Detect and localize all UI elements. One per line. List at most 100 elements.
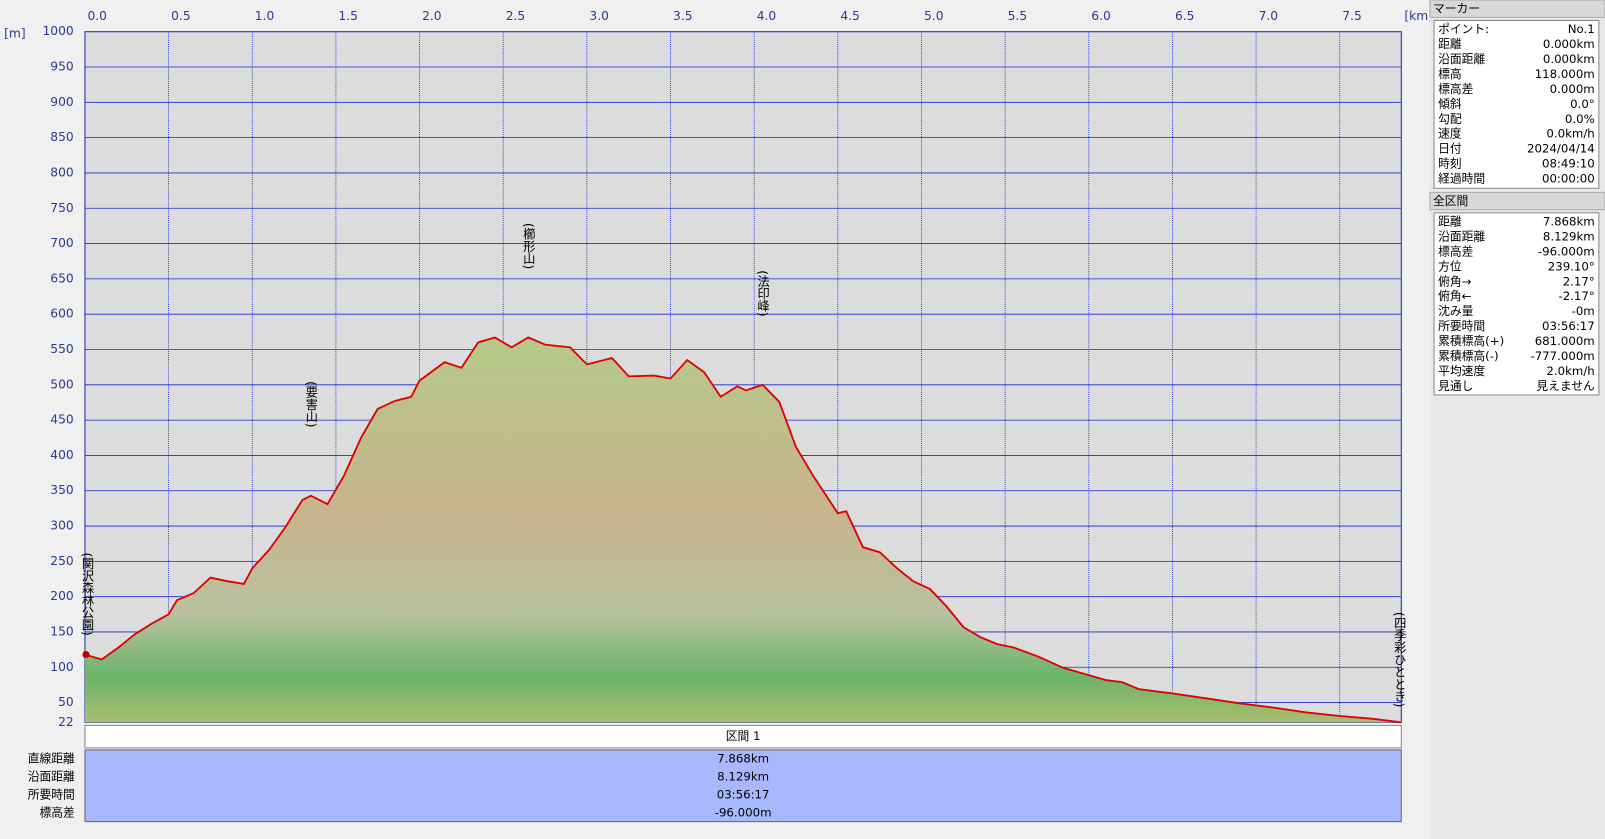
panel-label: 標高差 [1438, 82, 1474, 96]
panel-value: 00:00:00 [1542, 172, 1595, 186]
elevation-line [84, 336, 1402, 724]
x-tick-label: 0.5 [171, 9, 191, 23]
summary-body [84, 749, 1402, 823]
panel-value: No.1 [1568, 22, 1595, 36]
panel-label: 日付 [1438, 142, 1462, 156]
panel-value: -0m [1572, 304, 1595, 318]
y-tick-label: 1000 [42, 24, 73, 38]
panel-value: 0.000km [1543, 52, 1595, 66]
y-tick-label: 950 [50, 60, 73, 74]
panel-label: 俯角← [1438, 289, 1472, 303]
panel-value: 2024/04/14 [1527, 142, 1595, 156]
section-table [1433, 212, 1600, 396]
elevation-area [84, 337, 1402, 723]
peak-label: (関沢森林公園) [80, 553, 94, 636]
x-tick-label: 1.0 [255, 9, 275, 23]
y-tick-label: 300 [50, 519, 73, 533]
panel-value: 0.0km/h [1546, 127, 1594, 141]
panel-titlebar [1429, 191, 1605, 211]
panel-label: 勾配 [1438, 112, 1462, 126]
x-tick-label: 6.0 [1091, 9, 1111, 23]
y-tick-label: 150 [50, 624, 73, 638]
y-tick-label: 100 [50, 660, 73, 674]
x-tick-label: 2.5 [506, 9, 526, 23]
panel-value: -2.17° [1558, 289, 1594, 303]
panel-label: 累積標高(-) [1438, 349, 1498, 363]
panel-label: 沿面距離 [1438, 52, 1485, 66]
panel-value: 2.0km/h [1546, 364, 1594, 378]
start-marker [82, 650, 90, 659]
panel-label: 俯角→ [1438, 274, 1472, 288]
y-tick-label: 450 [50, 413, 73, 427]
panel-value: 03:56:17 [1542, 319, 1595, 333]
panel-label: 距離 [1438, 215, 1462, 229]
panel-label: 傾斜 [1438, 97, 1462, 111]
x-unit: [km] [1404, 9, 1433, 23]
y-tick-label: 600 [50, 307, 73, 321]
y-tick-label: 400 [50, 448, 73, 462]
y-tick-label: 800 [50, 165, 73, 179]
panel-value: -777.000m [1530, 349, 1594, 363]
x-tick-label: 5.0 [924, 9, 944, 23]
x-tick-label: 7.0 [1259, 9, 1279, 23]
summary-header [84, 724, 1402, 749]
peak-label: (四季彩ひととき) [1392, 612, 1406, 708]
y-tick-label: 650 [50, 271, 73, 285]
y-tick-label: 550 [50, 342, 73, 356]
panel-title: マーカー [1433, 2, 1480, 16]
peak-label: (櫛形山) [521, 223, 535, 269]
panel-value: 7.868km [1543, 215, 1595, 229]
summary-value: 7.868km [717, 752, 769, 766]
summary-label: 直線距離 [28, 752, 75, 766]
panel-label: 経過時間 [1438, 172, 1485, 186]
peak-label: (法印峰) [756, 270, 770, 316]
panel-value: 681.000m [1535, 334, 1595, 348]
x-tick-label: 7.5 [1342, 9, 1362, 23]
panel-label: 標高差 [1438, 244, 1474, 258]
panel-value: 見えません [1536, 379, 1595, 393]
panel-label: 所要時間 [1438, 319, 1485, 333]
summary-header-text: 区間 1 [726, 729, 761, 743]
x-tick-label: 3.5 [673, 9, 693, 23]
panel-label: 方位 [1438, 259, 1462, 273]
x-tick-label: 0.0 [87, 9, 107, 23]
x-tick-label: 4.5 [840, 9, 860, 23]
panel-value: -96.000m [1538, 244, 1595, 258]
x-tick-label: 6.5 [1175, 9, 1195, 23]
panel-title: 全区間 [1433, 194, 1468, 208]
x-tick-label: 4.0 [757, 9, 777, 23]
peak-label: (要害山) [304, 381, 318, 427]
panel-label: 見通し [1438, 379, 1473, 393]
summary-value: 03:56:17 [717, 788, 770, 802]
panel-label: 沿面距離 [1438, 229, 1485, 243]
y-tick-label: 350 [50, 483, 73, 497]
y-tick-label: 200 [50, 589, 73, 603]
marker-table [1433, 19, 1600, 189]
panel-value: 8.129km [1543, 229, 1595, 243]
panel-value: 0.0° [1570, 97, 1595, 111]
panel-value: 0.000km [1543, 37, 1595, 51]
summary-label: 沿面距離 [28, 770, 75, 784]
y-tick-label: 22 [58, 715, 74, 729]
panel-label: ポイント: [1438, 22, 1489, 36]
panel-label: 平均速度 [1438, 364, 1485, 378]
panel-label: 標高 [1438, 67, 1462, 81]
summary-value: 8.129km [717, 770, 769, 784]
y-tick-label: 850 [50, 130, 73, 144]
panel-value: 118.000m [1535, 67, 1595, 81]
x-tick-label: 3.0 [589, 9, 609, 23]
x-tick-label: 2.0 [422, 9, 442, 23]
panel-value: 0.000m [1550, 82, 1595, 96]
panel-value: 239.10° [1548, 259, 1595, 273]
x-tick-label: 1.5 [338, 9, 358, 23]
summary-label: 標高差 [39, 805, 75, 819]
panel-label: 累積標高(+) [1438, 334, 1504, 348]
panel-label: 距離 [1438, 37, 1462, 51]
y-unit: [m] [4, 26, 26, 40]
y-tick-label: 500 [50, 377, 73, 391]
panel-titlebar [1429, 0, 1605, 18]
panel-value: 0.0% [1565, 112, 1595, 126]
panel-value: 2.17° [1563, 274, 1595, 288]
